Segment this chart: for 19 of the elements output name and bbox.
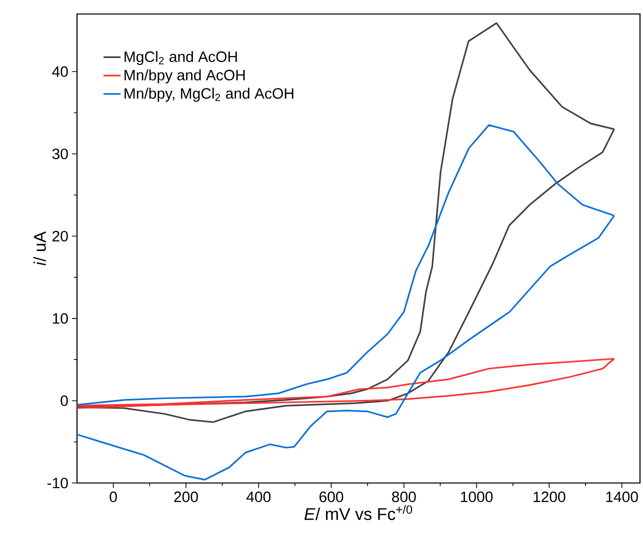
legend-label: MgCl$_{2}$ and AcOH (124, 51, 237, 66)
x-tick-label: 400 (246, 492, 271, 502)
y-axis-title: i/ uA (33, 231, 46, 266)
y-tick-label: -10 (47, 478, 68, 488)
x-axis-title: E/ mV vs Fc$^{+/0}$ (304, 505, 412, 520)
x-tick-label: 1000 (461, 492, 493, 502)
x-tick-label: 1200 (534, 492, 566, 502)
x-tick-label: 0 (110, 492, 117, 502)
legend-label: Mn/bpy and AcOH (124, 69, 245, 84)
y-tick-label: 40 (52, 66, 68, 77)
y-tick-label: 20 (52, 230, 68, 242)
x-tick-label: 800 (392, 492, 416, 502)
y-tick-label: 30 (52, 148, 68, 160)
legend-label: Mn/bpy, MgCl$_{2}$ and AcOH (124, 88, 294, 102)
x-tick-label: 1400 (606, 492, 638, 502)
x-tick-label: 600 (320, 492, 344, 502)
x-tick-label: 200 (174, 492, 198, 502)
y-tick-label: 0 (60, 395, 68, 406)
y-tick-label: 10 (52, 313, 68, 324)
